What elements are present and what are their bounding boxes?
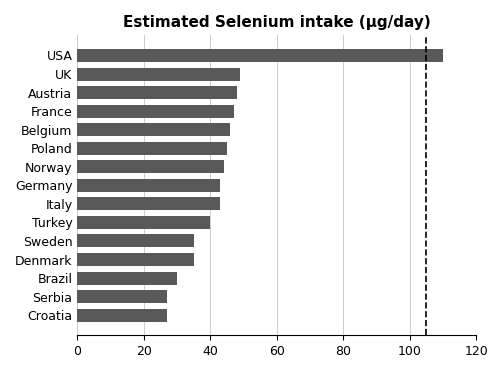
Bar [77,179,220,192]
Bar [77,235,194,247]
Bar [77,253,194,266]
Bar [77,49,443,62]
Bar [77,197,220,210]
Title: Estimated Selenium intake (µg/day): Estimated Selenium intake (µg/day) [123,15,431,30]
Bar [77,123,230,136]
Bar [77,68,240,81]
Bar [77,216,210,229]
Bar [77,160,223,173]
Bar [77,309,167,322]
Bar [77,142,227,155]
Bar [77,290,167,303]
Bar [77,86,237,99]
Bar [77,104,233,117]
Bar [77,272,177,285]
